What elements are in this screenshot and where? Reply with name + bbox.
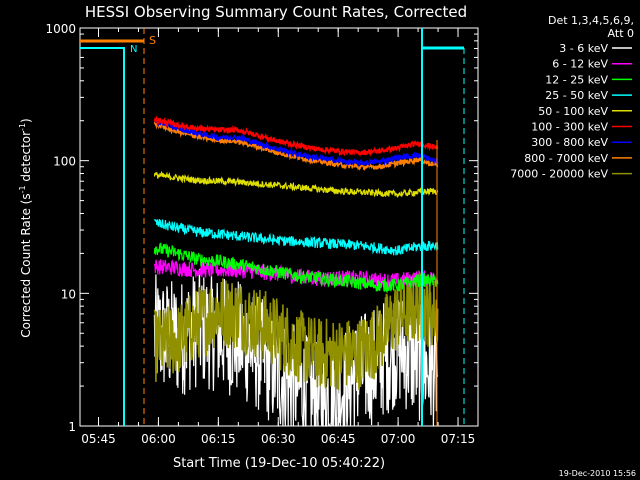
y-tick-label: 1	[68, 420, 76, 434]
legend-entry-label: 800 - 7000 keV	[524, 152, 608, 165]
chart-title: HESSI Observing Summary Count Rates, Cor…	[85, 3, 467, 21]
flag-label: N	[130, 44, 137, 55]
series-line	[153, 242, 439, 294]
x-tick-label: 05:45	[81, 432, 116, 446]
x-axis-label: Start Time (19-Dec-10 05:40:22)	[173, 456, 385, 471]
series-line	[153, 170, 439, 198]
plot-frame	[79, 27, 479, 427]
flag-label: S	[149, 34, 156, 47]
x-tick-label: 06:45	[321, 432, 356, 446]
legend-header-line2: Att 0	[608, 27, 634, 40]
x-tick-label: 07:15	[441, 432, 476, 446]
series-line	[153, 115, 439, 157]
legend-entry-label: 25 - 50 keV	[545, 89, 608, 102]
legend-entry-label: 12 - 25 keV	[545, 73, 608, 86]
legend-header-line1: Det 1,3,4,5,6,9,	[548, 14, 634, 27]
y-tick-label: 1000	[45, 22, 76, 36]
axis-ticks: 05:45 06:00 06:15 06:30 06:45 07:00 07:15 1 10 10…	[45, 22, 479, 446]
legend: Det 1,3,4,5,6,9, Att 0 3 - 6 keV 6 - 12 k…	[510, 14, 634, 181]
legend-entry-label: 50 - 100 keV	[538, 105, 608, 118]
series-line	[153, 218, 439, 256]
x-tick-label: 07:00	[381, 432, 416, 446]
x-tick-label: 06:30	[261, 432, 296, 446]
x-tick-label: 06:00	[141, 432, 176, 446]
y-tick-label: 100	[53, 155, 76, 169]
legend-entry-label: 6 - 12 keV	[552, 58, 608, 71]
legend-entry-label: 3 - 6 keV	[559, 42, 608, 55]
y-tick-label: 10	[61, 287, 76, 301]
legend-entry-label: 7000 - 20000 keV	[510, 168, 608, 181]
series-layer	[153, 115, 439, 427]
y-axis-label: Corrected Count Rate (s-1 detector-1)	[18, 118, 33, 337]
series-line	[153, 269, 439, 391]
series-line	[153, 116, 439, 168]
legend-entry-label: 300 - 800 keV	[531, 136, 608, 149]
legend-entry-label: 100 - 300 keV	[531, 121, 608, 134]
flags-layer: SN	[80, 28, 465, 426]
x-tick-label: 06:15	[201, 432, 236, 446]
footer-date: 19-Dec-2010 15:56	[559, 469, 636, 478]
